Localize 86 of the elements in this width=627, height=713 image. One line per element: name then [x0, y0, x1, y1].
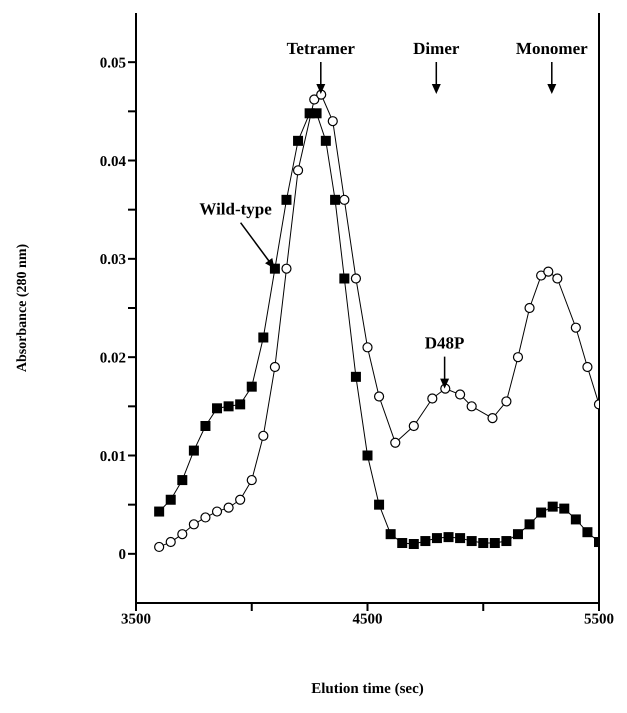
point: [397, 538, 408, 548]
point: [466, 536, 477, 546]
point: [154, 542, 164, 552]
point: [466, 401, 477, 412]
y-tick-label: 0.05: [100, 55, 126, 72]
point: [177, 475, 188, 486]
point: [386, 529, 396, 540]
point: [524, 519, 535, 530]
point: [512, 529, 523, 540]
x-axis-title: Elution time (sec): [311, 681, 424, 697]
y-tick-label: 0.03: [100, 252, 126, 268]
point: [224, 401, 234, 412]
point: [200, 421, 210, 431]
annotation: Wild-type: [199, 200, 272, 219]
point: [235, 399, 246, 410]
point: [501, 536, 512, 546]
point: [312, 108, 322, 118]
point: [258, 332, 268, 342]
point: [490, 538, 500, 548]
point: [548, 502, 558, 512]
point: [166, 494, 176, 505]
point: [177, 529, 188, 540]
point: [559, 504, 570, 514]
point: [362, 450, 372, 460]
x-tick-label: 3500: [121, 612, 151, 628]
x-tick-label: 5500: [584, 612, 614, 628]
point: [328, 116, 338, 126]
point: [212, 403, 222, 414]
point: [270, 362, 280, 372]
point: [330, 194, 340, 205]
annotation: Dimer: [413, 39, 460, 58]
point: [281, 194, 292, 205]
point: [543, 266, 554, 277]
point: [570, 514, 581, 524]
point: [235, 494, 246, 505]
point: [200, 512, 211, 523]
point: [246, 382, 257, 392]
point: [154, 506, 164, 517]
point: [292, 165, 304, 176]
point: [350, 273, 362, 284]
annotation: D48P: [424, 334, 464, 353]
point: [246, 474, 257, 486]
x-tick-label: 4500: [352, 612, 382, 628]
point: [212, 506, 222, 517]
y-tick-label: 0.02: [100, 350, 126, 366]
point: [455, 533, 466, 544]
point: [374, 391, 384, 402]
point: [582, 527, 592, 538]
point: [501, 396, 512, 407]
point: [478, 538, 488, 548]
point: [512, 352, 524, 362]
point: [374, 500, 384, 510]
point: [408, 420, 419, 432]
y-tick-label: 0.01: [100, 448, 126, 465]
point: [339, 194, 350, 205]
annotation: Tetramer: [286, 39, 356, 58]
point: [309, 94, 320, 105]
point: [339, 274, 350, 284]
point: [536, 508, 546, 518]
point: [350, 372, 361, 382]
point: [166, 536, 176, 548]
point: [258, 430, 268, 441]
point: [320, 136, 331, 146]
point: [390, 438, 400, 448]
point: [362, 342, 373, 352]
annotation: Monomer: [516, 39, 588, 58]
point: [487, 413, 498, 424]
point: [524, 302, 535, 314]
point: [420, 536, 430, 546]
point: [444, 532, 454, 542]
point: [455, 389, 466, 400]
point: [570, 322, 581, 333]
point: [188, 446, 199, 456]
point: [582, 362, 593, 372]
y-tick-label: 0: [118, 547, 126, 564]
point: [427, 393, 438, 404]
point: [552, 273, 562, 284]
point: [432, 533, 442, 544]
point: [188, 519, 199, 530]
point: [408, 539, 419, 549]
point: [293, 136, 304, 146]
point: [224, 502, 234, 513]
y-axis-title: Absorbance (280 nm): [14, 244, 30, 372]
point: [281, 264, 292, 274]
y-tick-label: 0.04: [100, 154, 126, 170]
point: [536, 270, 546, 281]
